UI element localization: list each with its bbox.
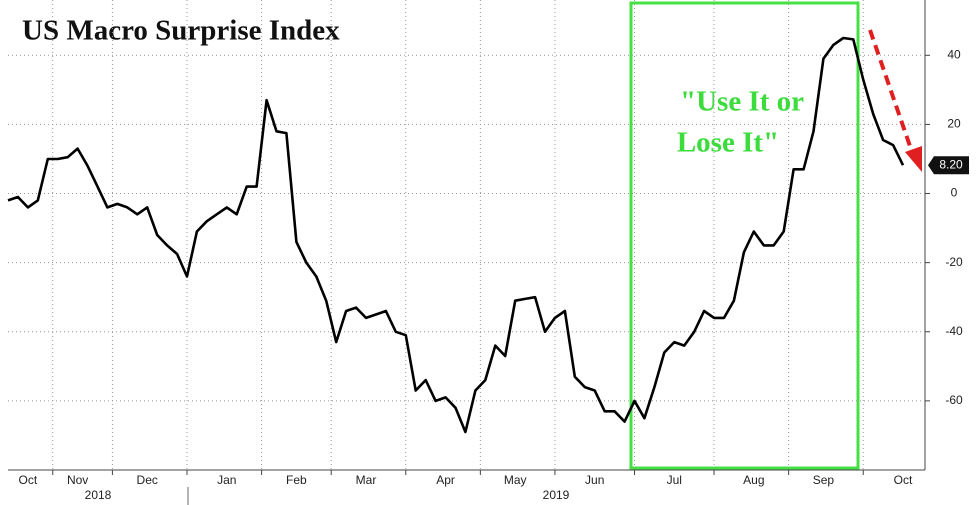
highlight-box xyxy=(629,1,860,470)
series-line xyxy=(7,36,905,434)
y-tick-label: 40 xyxy=(947,47,961,61)
x-tick-label: May xyxy=(504,473,527,487)
x-tick-label: Nov xyxy=(67,473,88,487)
x-tick-label: Apr xyxy=(436,473,455,487)
x-tick-label: Jan xyxy=(217,473,236,487)
y-tick-label: 0 xyxy=(951,186,958,200)
x-tick-label: Aug xyxy=(743,473,764,487)
x-tick-label: Feb xyxy=(286,473,307,487)
year-label: 2019 xyxy=(543,488,570,502)
year-label: 2018 xyxy=(85,488,112,502)
y-tick-label: -60 xyxy=(945,393,963,407)
annotation: Lose It" xyxy=(677,127,779,159)
annotation: "Use It or xyxy=(680,86,804,118)
chart-title: US Macro Surprise Index xyxy=(22,15,340,47)
y-tick-label: 20 xyxy=(947,117,961,131)
x-tick-label: Oct xyxy=(894,473,913,487)
y-tick-label: -40 xyxy=(945,324,963,338)
x-tick-label: Mar xyxy=(356,473,377,487)
x-tick-label: Sep xyxy=(813,473,835,487)
x-tick-label: Oct xyxy=(19,473,38,487)
y-tick-label: -20 xyxy=(945,255,963,269)
trend-arrow xyxy=(868,29,914,153)
end-label: 8.20 xyxy=(939,157,963,171)
x-tick-label: Jul xyxy=(667,473,682,487)
end-label-tag xyxy=(928,156,969,175)
x-tick-label: Jun xyxy=(585,473,604,487)
trend-arrow-head xyxy=(905,146,922,172)
x-tick-label: Dec xyxy=(137,473,158,487)
